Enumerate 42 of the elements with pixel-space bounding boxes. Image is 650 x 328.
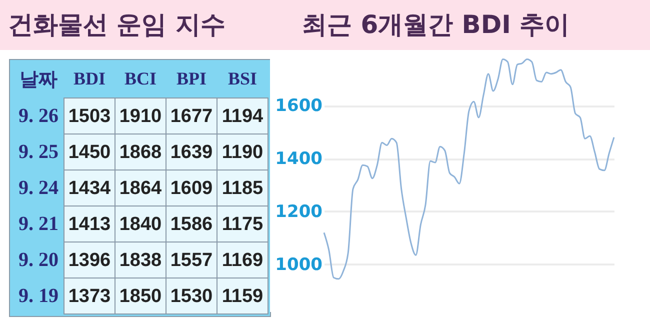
data-label: 1868	[119, 142, 162, 163]
x-tick-label: BDI	[73, 68, 106, 88]
data-label: 1503	[68, 106, 111, 127]
y-tick-label: 1200	[275, 202, 323, 222]
y-tick-label: 1400	[275, 149, 323, 170]
y-tick-label: 9. 26	[18, 105, 58, 127]
data-label: 1850	[119, 286, 162, 307]
x-tick-label: BCI	[124, 68, 157, 88]
data-label: 1373	[68, 286, 111, 307]
data-label: 1185	[222, 178, 264, 199]
data-label: 1194	[222, 106, 264, 127]
y-tick-label: 1000	[275, 254, 323, 275]
data-label: 1586	[170, 214, 213, 235]
data-label: 1840	[119, 214, 162, 235]
data-label: 1413	[68, 214, 111, 235]
data-label: 1190	[222, 142, 264, 163]
y-tick-label: 9. 25	[18, 141, 58, 163]
data-label: 1175	[222, 214, 264, 235]
y-tick-label: 9. 20	[18, 249, 58, 271]
y-tick-label: 1600	[275, 96, 323, 116]
data-label: 1450	[68, 142, 111, 163]
data-label: 1434	[68, 178, 112, 199]
data-label: 1609	[170, 178, 213, 199]
data-label: 1864	[119, 178, 162, 199]
data-label: 1639	[170, 142, 213, 163]
y-axis-title: 날짜	[20, 68, 58, 90]
data-label: 1396	[68, 250, 111, 271]
data-label: 1557	[170, 250, 213, 271]
data-label: 1838	[119, 250, 162, 271]
data-label: 1159	[222, 286, 264, 307]
x-tick-label: BPI	[176, 68, 207, 88]
chart-title: 건화물선 운임 지수	[0, 0, 270, 50]
y-tick-label: 9. 21	[18, 213, 58, 235]
data-label: 1530	[170, 286, 213, 307]
y-tick-label: 9. 24	[18, 177, 58, 199]
data-label: 1169	[222, 250, 264, 271]
line-series	[323, 58, 615, 280]
x-tick-label: BSI	[228, 68, 258, 88]
data-label: 1910	[119, 106, 162, 127]
chart-title: 최근 6개월간 BDI 추이	[270, 0, 650, 50]
data-label: 1677	[170, 106, 213, 127]
y-tick-label: 9. 19	[18, 285, 58, 307]
